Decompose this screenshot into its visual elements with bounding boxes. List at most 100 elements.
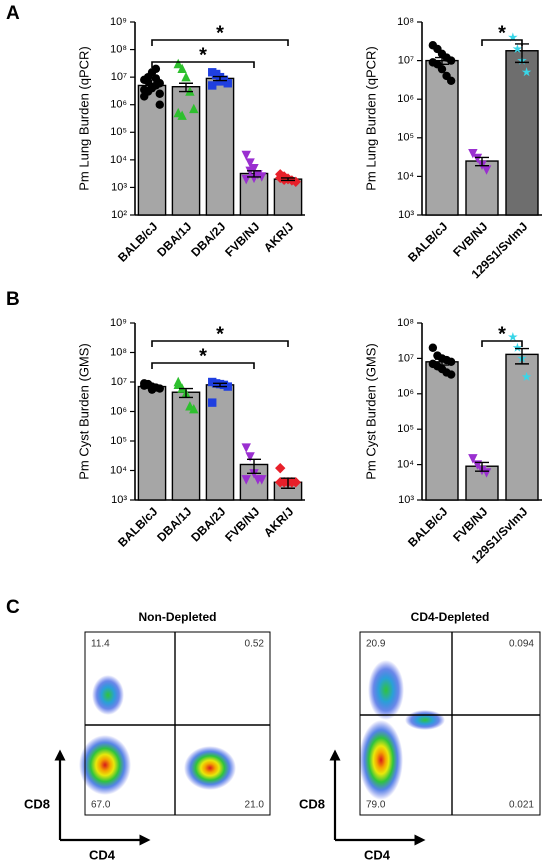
bar xyxy=(505,50,539,216)
x-tick-label: FVB/NJ xyxy=(450,504,490,544)
data-point xyxy=(428,343,438,352)
y-tick-label: 10⁴ xyxy=(397,459,414,471)
data-point xyxy=(290,176,301,188)
density-cloud xyxy=(359,720,403,800)
x-tick-label: BALB/cJ xyxy=(405,504,450,549)
y-tick-label: 10⁵ xyxy=(110,435,127,447)
error-bar xyxy=(281,477,295,489)
density-cloud xyxy=(405,710,445,730)
panel-label: C xyxy=(6,597,20,618)
data-point xyxy=(468,148,478,159)
density-cloud xyxy=(92,675,124,715)
quadrant-value: 20.9 xyxy=(366,639,386,650)
x-tick-label: FVB/NJ xyxy=(222,219,262,259)
bar xyxy=(505,353,539,501)
data-point xyxy=(508,332,518,342)
x-axis-label: CD4 xyxy=(364,847,391,862)
y-tick-label: 10³ xyxy=(111,181,127,193)
data-point xyxy=(151,64,161,74)
data-point xyxy=(257,172,267,182)
data-point xyxy=(446,76,456,85)
density-cloud xyxy=(184,746,236,790)
data-point xyxy=(508,32,518,42)
data-point xyxy=(521,371,532,381)
significance-bracket xyxy=(151,39,289,46)
y-tick-label: 10³ xyxy=(111,494,127,506)
quadrant-value: 0.021 xyxy=(509,800,534,811)
plot-frame xyxy=(84,631,271,816)
quadrant-value: 0.094 xyxy=(509,639,534,650)
data-point xyxy=(211,69,221,79)
quadrant-value: 67.0 xyxy=(91,800,111,811)
x-tick-label: AKR/J xyxy=(261,219,296,254)
data-point xyxy=(275,477,286,488)
error-bar xyxy=(281,177,295,182)
error-bar xyxy=(435,358,449,366)
significance-label: * xyxy=(498,323,506,345)
x-tick-label: FVB/NJ xyxy=(450,219,490,259)
y-tick-label: 10⁹ xyxy=(110,16,127,28)
panel-label: A xyxy=(6,3,20,24)
y-tick-label: 10² xyxy=(111,209,127,221)
y-tick-label: 10⁷ xyxy=(398,55,414,67)
error-bar xyxy=(179,387,193,399)
x-tick-label: DBA/2J xyxy=(188,219,228,259)
quadrant-value: 0.52 xyxy=(245,639,265,650)
plot-title: Non-Depleted xyxy=(139,610,217,624)
x-tick-label: BALB/cJ xyxy=(115,219,160,264)
significance-label: * xyxy=(199,44,207,66)
data-point xyxy=(177,110,187,120)
data-point xyxy=(290,477,301,488)
plot-title: CD4-Depleted xyxy=(411,610,490,624)
bar xyxy=(205,77,235,216)
data-point xyxy=(155,89,164,98)
data-point xyxy=(151,74,161,83)
y-tick-label: 10⁸ xyxy=(397,317,414,329)
data-point xyxy=(241,443,251,453)
bar xyxy=(171,86,201,216)
data-point xyxy=(512,43,523,54)
panel-label: B xyxy=(6,289,20,310)
y-tick-label: 10⁶ xyxy=(397,388,414,400)
data-point xyxy=(155,100,164,109)
error-bar xyxy=(435,56,449,66)
error-bar xyxy=(145,384,159,389)
y-tick-label: 10⁸ xyxy=(110,346,127,358)
data-point xyxy=(223,382,232,391)
data-point xyxy=(446,370,456,379)
x-tick-label: DBA/1J xyxy=(154,504,194,544)
data-point xyxy=(521,67,532,77)
data-point xyxy=(208,81,217,90)
y-tick-label: 10⁶ xyxy=(110,405,127,417)
significance-label: * xyxy=(199,345,207,367)
data-point xyxy=(215,77,225,86)
y-tick-label: 10⁸ xyxy=(397,16,414,28)
data-point xyxy=(481,165,492,175)
y-tick-label: 10⁵ xyxy=(397,423,414,435)
x-tick-label: BALB/cJ xyxy=(115,504,160,549)
y-tick-label: 10⁹ xyxy=(110,317,127,329)
data-point xyxy=(245,158,255,168)
data-point xyxy=(245,452,255,462)
x-axis-label: CD4 xyxy=(89,847,116,862)
y-axis-label: CD8 xyxy=(24,796,50,811)
data-point xyxy=(249,173,259,184)
data-point xyxy=(472,153,483,164)
error-bar xyxy=(213,382,227,388)
density-cloud xyxy=(79,735,131,795)
data-point xyxy=(140,85,149,94)
y-tick-label: 10⁸ xyxy=(110,43,127,55)
y-axis-label: Pm Lung Burden (qPCR) xyxy=(76,46,91,191)
y-axis-label: Pm Lung Burden (qPCR) xyxy=(363,46,378,191)
significance-label: * xyxy=(216,323,224,345)
significance-label: * xyxy=(498,22,506,44)
significance-bracket xyxy=(151,340,289,347)
data-point xyxy=(155,384,164,393)
error-bar xyxy=(213,75,227,82)
x-tick-label: DBA/1J xyxy=(154,219,194,259)
significance-bracket xyxy=(481,39,523,46)
data-point xyxy=(241,150,251,161)
data-point xyxy=(446,357,456,367)
data-point xyxy=(173,58,183,69)
